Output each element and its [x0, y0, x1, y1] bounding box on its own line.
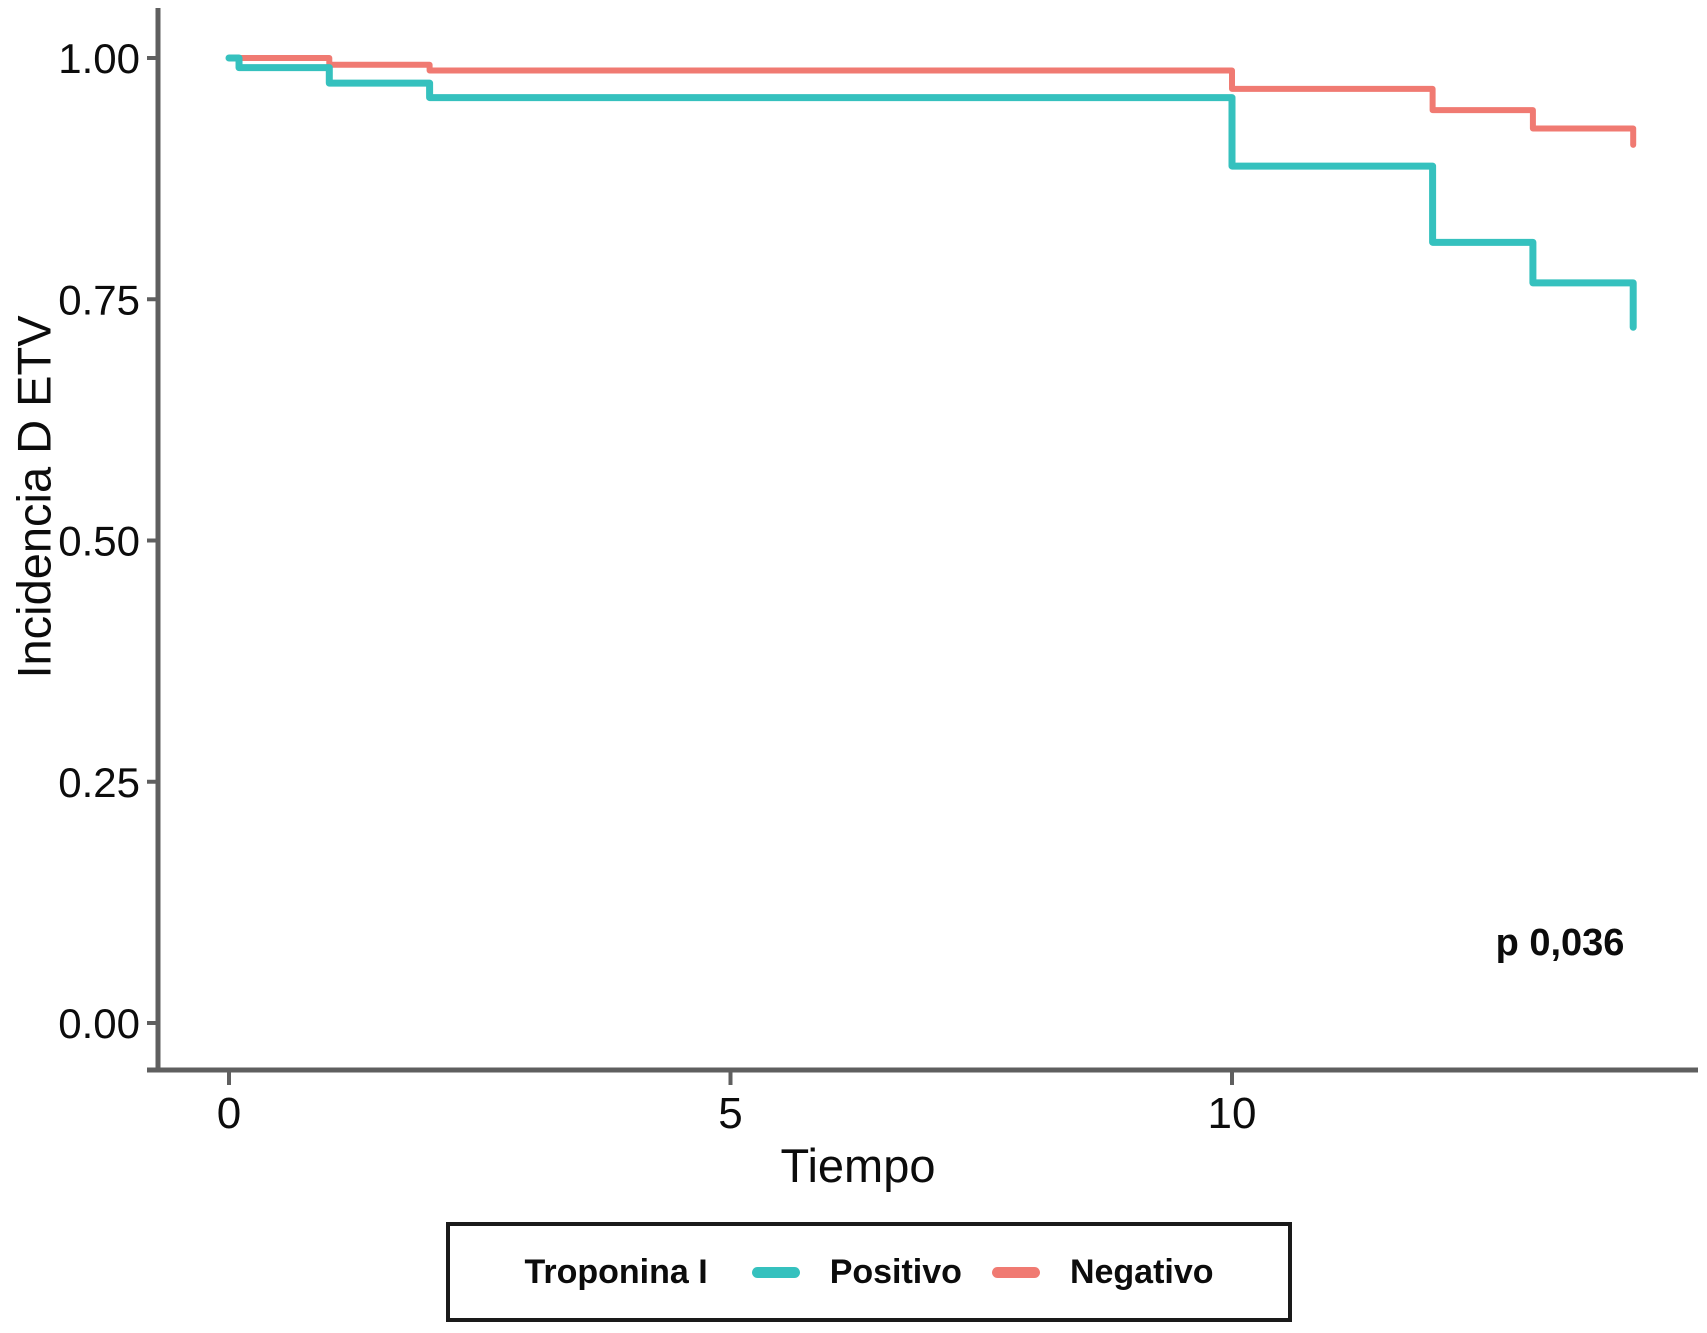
y-tick-label: 0.50 [58, 518, 140, 565]
y-tick-label: 0.00 [58, 1000, 140, 1047]
legend-box: Troponina I Positivo Negativo [446, 1222, 1292, 1322]
legend-swatch-negativo-icon [991, 1266, 1040, 1278]
x-tick-label: 5 [718, 1089, 742, 1138]
y-tick-label: 1.00 [58, 35, 140, 82]
series-positivo-line [225, 54, 1637, 331]
p-value-annotation: p 0,036 [1495, 922, 1625, 964]
x-tick-label: 0 [217, 1089, 241, 1138]
legend-label-negativo: Negativo [1069, 1252, 1214, 1291]
legend-title: Troponina I [524, 1252, 708, 1291]
series-negativo-line [226, 55, 1637, 148]
legend-label-positivo: Positivo [829, 1252, 962, 1291]
legend-swatch-positivo-icon [751, 1266, 800, 1278]
x-tick-label: 10 [1208, 1089, 1257, 1138]
x-axis-title: Tiempo [780, 1139, 936, 1192]
y-axis-title: Incidencia D ETV [7, 315, 61, 679]
y-tick-label: 0.25 [58, 759, 140, 806]
y-tick-label: 0.75 [58, 276, 140, 323]
